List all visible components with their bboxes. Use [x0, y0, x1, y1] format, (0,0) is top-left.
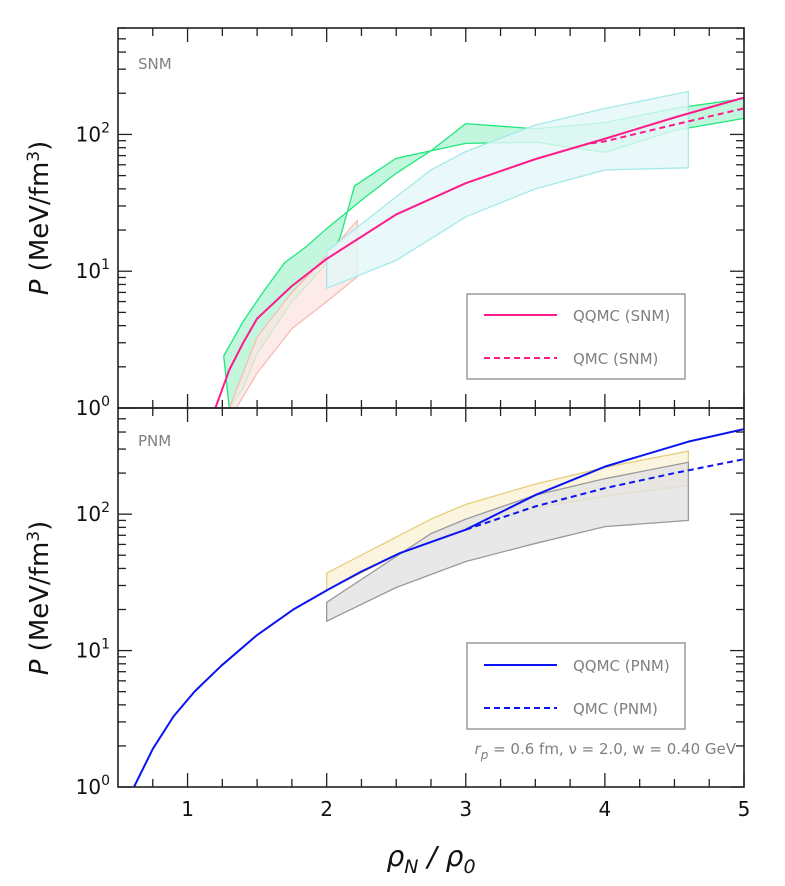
- x-tick-label: 2: [320, 797, 333, 821]
- plot-area: [214, 90, 744, 408]
- x-tick-label: 4: [599, 797, 612, 821]
- legend-entry: QMC (SNM): [573, 350, 658, 368]
- uncertainty-band-1: [326, 461, 690, 623]
- uncertainty-band-2: [326, 90, 690, 290]
- legend-snm: QQMC (SNM) QMC (SNM): [466, 293, 686, 380]
- y-tick-label: 102: [76, 120, 110, 146]
- legend-entry: QQMC (SNM): [573, 307, 670, 325]
- x-axis-label: ρN / ρ0: [386, 840, 475, 878]
- series-qqmc-snm: [214, 96, 744, 408]
- series-qmc-pnm: [465, 458, 744, 531]
- panel-label-snm: SNM: [138, 55, 172, 73]
- legend-entry: QQMC (PNM): [573, 657, 670, 675]
- panel-label-pnm: PNM: [138, 432, 171, 450]
- legend-pnm: QQMC (PNM) QMC (PNM): [466, 642, 686, 730]
- y-tick-label: 101: [76, 257, 110, 283]
- y-tick-label: 100: [76, 773, 110, 799]
- legend-entry: QMC (PNM): [573, 700, 658, 718]
- x-tick-label: 1: [181, 797, 194, 821]
- y-tick-label: 101: [76, 637, 110, 663]
- plot-area: [133, 428, 744, 787]
- x-tick-label: 3: [459, 797, 472, 821]
- parameter-annotation: rp = 0.6 fm, ν = 2.0, w = 0.40 GeV: [475, 740, 737, 762]
- y-axis-label-bottom: P (MeV/fm3): [24, 521, 55, 676]
- snm-panel: 100 101 102: [76, 27, 745, 420]
- series-qqmc-pnm: [133, 428, 744, 787]
- y-tick-label: 100: [76, 394, 110, 420]
- pnm-panel: 100 101 102 1 2 3 4 5: [76, 407, 751, 821]
- series-qmc-snm: [590, 107, 744, 145]
- y-tick-label: 102: [76, 500, 110, 526]
- y-axis-label-top: P (MeV/fm3): [24, 141, 55, 296]
- uncertainty-band-1: [228, 218, 358, 408]
- x-tick-label: 5: [738, 797, 751, 821]
